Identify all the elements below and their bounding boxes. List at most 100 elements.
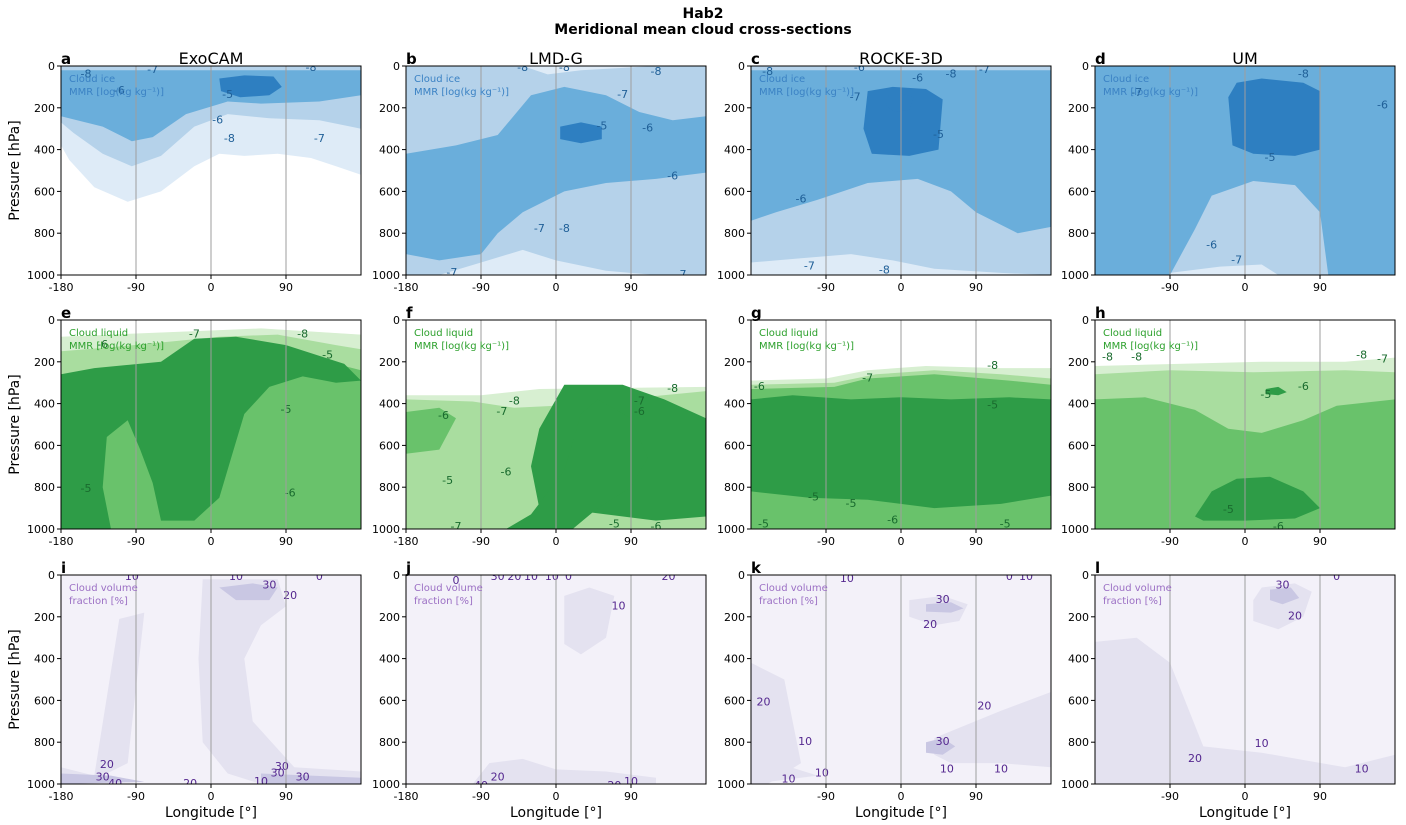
contour-label: -5 <box>987 399 998 412</box>
ytick-label: 200 <box>724 611 745 624</box>
contour-label: -5 <box>1223 503 1234 516</box>
panel-variable-label: Cloud liquid MMR [log(kg kg⁻¹)] <box>414 328 509 352</box>
panel-b: -8 -8 -8 -7 -5 -6 -6 -7 -8 -7 -7 Cloud ice MMR [log(… <box>372 49 707 294</box>
contour-label: 20 <box>757 695 771 708</box>
contour-label: -7 <box>979 63 990 76</box>
xtick-label: 0 <box>1242 790 1249 803</box>
xtick-label: -180 <box>49 535 74 548</box>
panel-variable-label: Cloud ice MMR [log(kg kg⁻¹)] <box>1103 74 1198 98</box>
contour-label: 10 <box>254 775 268 788</box>
contour-band-3-3 <box>863 86 943 156</box>
contour-band-1-1 <box>564 587 615 655</box>
contour-label: 30 <box>275 760 289 773</box>
contour-label: -6 <box>796 193 807 206</box>
xtick-label: 0 <box>553 535 560 548</box>
contour-label: -6 <box>1377 99 1388 112</box>
contour-label: 10 <box>612 599 626 612</box>
contour-label: -7 <box>676 268 687 281</box>
contour-label: -6 <box>1273 520 1284 533</box>
panel-variable-label: Cloud liquid MMR [log(kg kg⁻¹)] <box>1103 328 1198 352</box>
ytick-label: 0 <box>48 569 55 582</box>
contour-label: 20 <box>1288 610 1302 623</box>
xtick-label: 90 <box>1313 281 1327 294</box>
contour-label: 0 <box>565 570 572 583</box>
contour-label: -5 <box>846 497 857 510</box>
contour-label: -5 <box>596 120 607 133</box>
ytick-label: 1000 <box>27 269 55 282</box>
contour-label: 20 <box>607 779 621 792</box>
panel-variable-label: Cloud liquid MMR [log(kg kg⁻¹)] <box>69 328 164 352</box>
ytick-label: 400 <box>1068 144 1089 157</box>
contour-label: -6 <box>634 405 645 418</box>
contour-label: -7 <box>189 328 200 341</box>
xtick-label: -90 <box>817 535 835 548</box>
contour-label: -6 <box>114 84 125 97</box>
y-axis-label: Pressure [hPa] <box>7 629 23 729</box>
panel-letter: a <box>61 50 71 68</box>
contour-label: -6 <box>667 170 678 183</box>
ytick-label: 800 <box>1068 481 1089 494</box>
ytick-label: 1000 <box>372 523 400 536</box>
contour-band-2-3 <box>1270 587 1300 605</box>
panel-letter: c <box>751 50 760 68</box>
contour-label: -8 <box>667 382 678 395</box>
xtick-label: -180 <box>394 281 419 294</box>
xtick-label: 90 <box>279 281 293 294</box>
ytick-label: 600 <box>1068 439 1089 452</box>
contour-label: 30 <box>262 578 276 591</box>
contour-label: -8 <box>517 61 528 74</box>
contour-band-1-2 <box>472 758 656 784</box>
panel-variable-line: Cloud ice <box>414 74 460 85</box>
ytick-label: 0 <box>48 60 55 73</box>
ytick-label: 600 <box>379 185 400 198</box>
ytick-label: 400 <box>379 144 400 157</box>
ytick-label: 1000 <box>372 269 400 282</box>
contour-label: 20 <box>491 771 505 784</box>
contour-label: -7 <box>617 88 628 101</box>
xtick-label: 90 <box>1313 790 1327 803</box>
xtick-label: 0 <box>898 281 905 294</box>
contour-label: 30 <box>96 771 110 784</box>
xtick-label: -90 <box>817 790 835 803</box>
panel-letter: h <box>1095 304 1106 322</box>
ytick-label: 400 <box>1068 398 1089 411</box>
ytick-label: 600 <box>379 439 400 452</box>
contour-band-1-2 <box>751 662 801 784</box>
ytick-label: 1000 <box>717 778 745 791</box>
ytick-label: 400 <box>34 144 55 157</box>
contour-band-2-2 <box>406 407 456 529</box>
contour-label: 20 <box>1188 752 1202 765</box>
panel-letter: k <box>751 559 762 577</box>
panel-letter: i <box>61 559 66 577</box>
contour-label: -7 <box>1231 253 1242 266</box>
ytick-label: 200 <box>379 356 400 369</box>
panel-variable-line: MMR [log(kg kg⁻¹)] <box>414 341 509 352</box>
ytick-label: 200 <box>724 356 745 369</box>
ytick-label: 800 <box>1068 227 1089 240</box>
ytick-label: 400 <box>34 398 55 411</box>
ytick-label: 1000 <box>1061 523 1089 536</box>
ytick-label: 0 <box>1082 569 1089 582</box>
xtick-label: 90 <box>969 535 983 548</box>
panel-letter: d <box>1095 50 1106 68</box>
ytick-label: 800 <box>34 736 55 749</box>
ytick-label: 0 <box>48 314 55 327</box>
xtick-label: -90 <box>472 790 490 803</box>
panel-variable-line: MMR [log(kg kg⁻¹)] <box>69 341 164 352</box>
contour-label: 30 <box>271 766 285 779</box>
ytick-label: 0 <box>738 60 745 73</box>
contour-label: -7 <box>862 371 873 384</box>
contour-label: -8 <box>509 394 520 407</box>
ytick-label: 800 <box>379 227 400 240</box>
x-axis-label: Longitude [°] <box>855 805 947 821</box>
contour-label: 10 <box>782 773 796 786</box>
ytick-label: 400 <box>1068 653 1089 666</box>
ytick-label: 200 <box>379 102 400 115</box>
panel-letter: j <box>405 559 411 577</box>
ytick-label: 0 <box>738 314 745 327</box>
panel-letter: b <box>406 50 417 68</box>
contour-label: 10 <box>840 572 854 585</box>
xtick-label: 0 <box>208 535 215 548</box>
contour-label: -6 <box>1298 380 1309 393</box>
contour-label: 10 <box>1019 570 1033 583</box>
